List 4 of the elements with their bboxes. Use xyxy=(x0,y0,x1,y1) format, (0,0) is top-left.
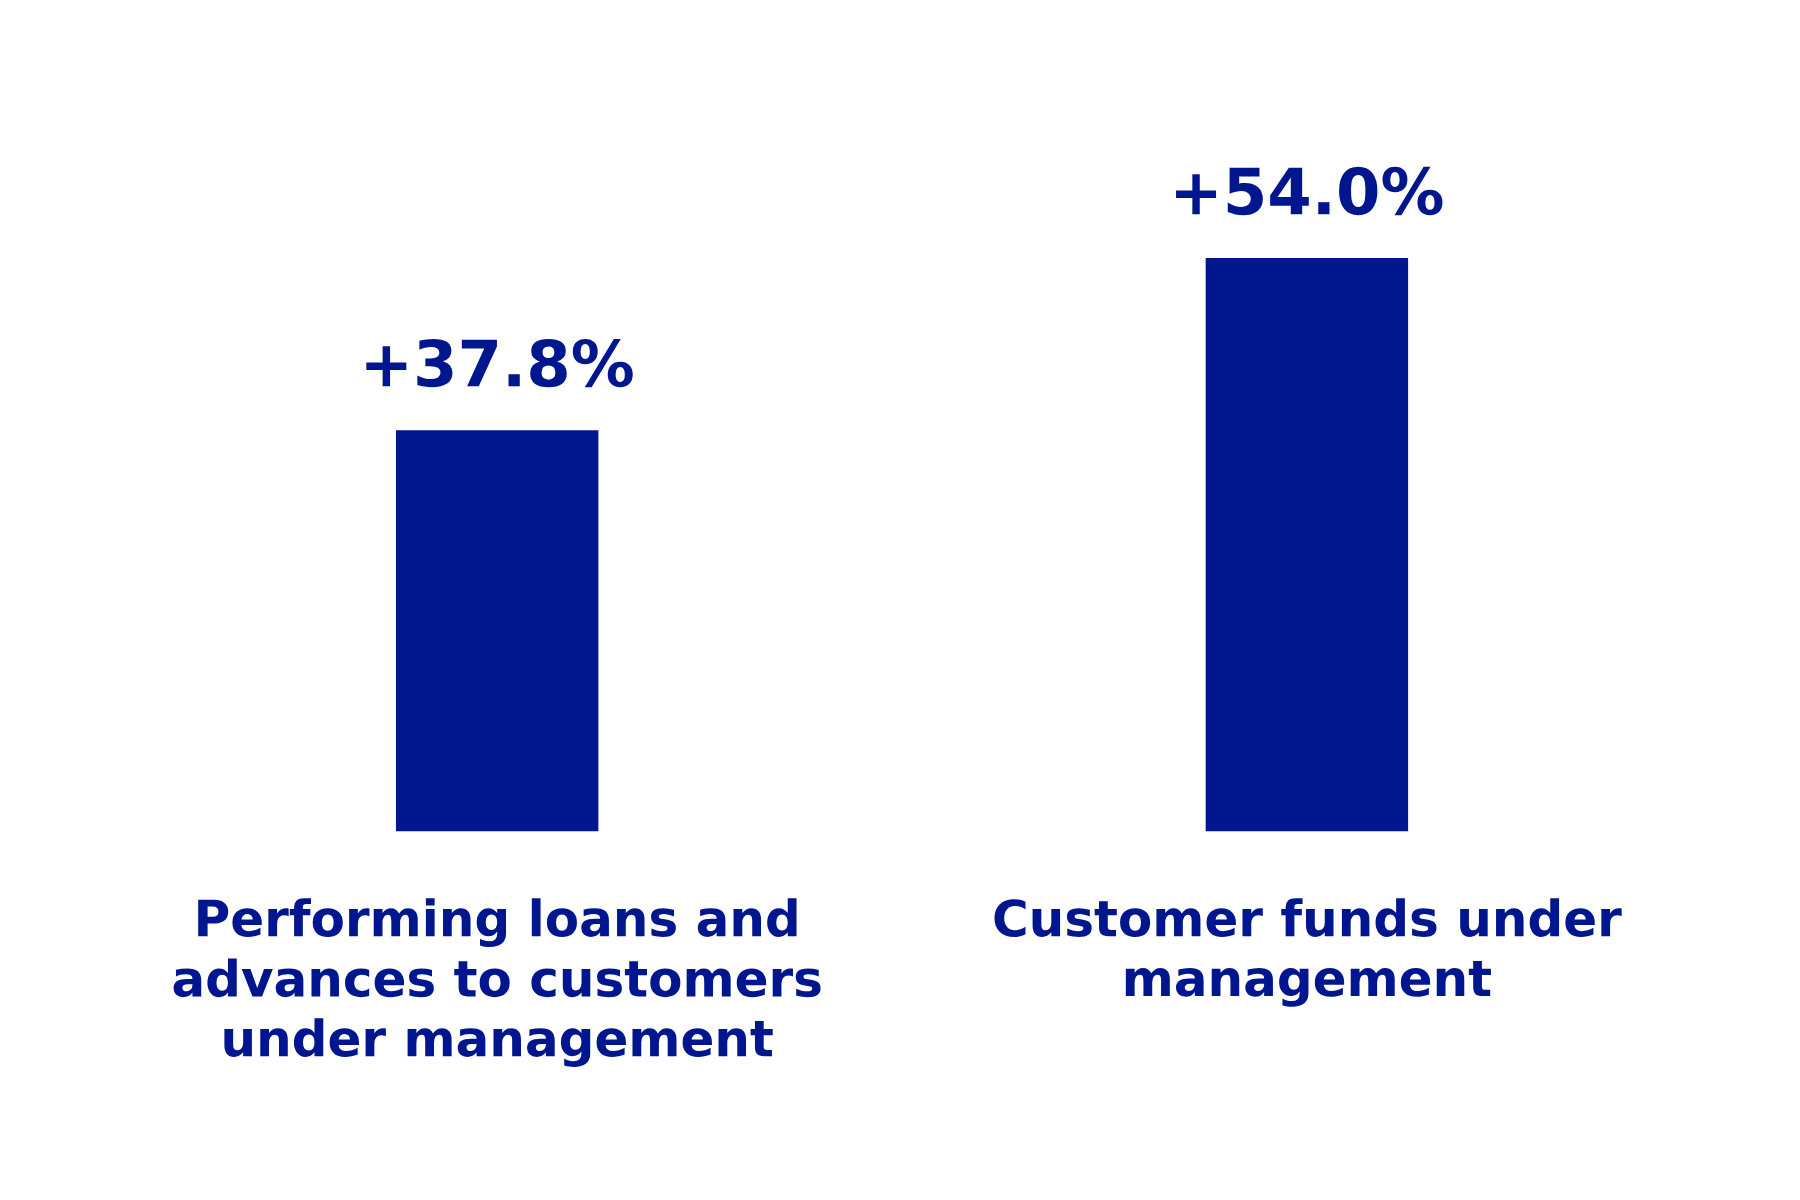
data-label: +37.8% xyxy=(366,338,633,388)
x-tick-label: Performing loans and advances to customers under management xyxy=(173,898,821,1068)
x-tick-label: Customer funds under management xyxy=(994,898,1622,1007)
data-label: +54.0% xyxy=(1176,166,1443,216)
